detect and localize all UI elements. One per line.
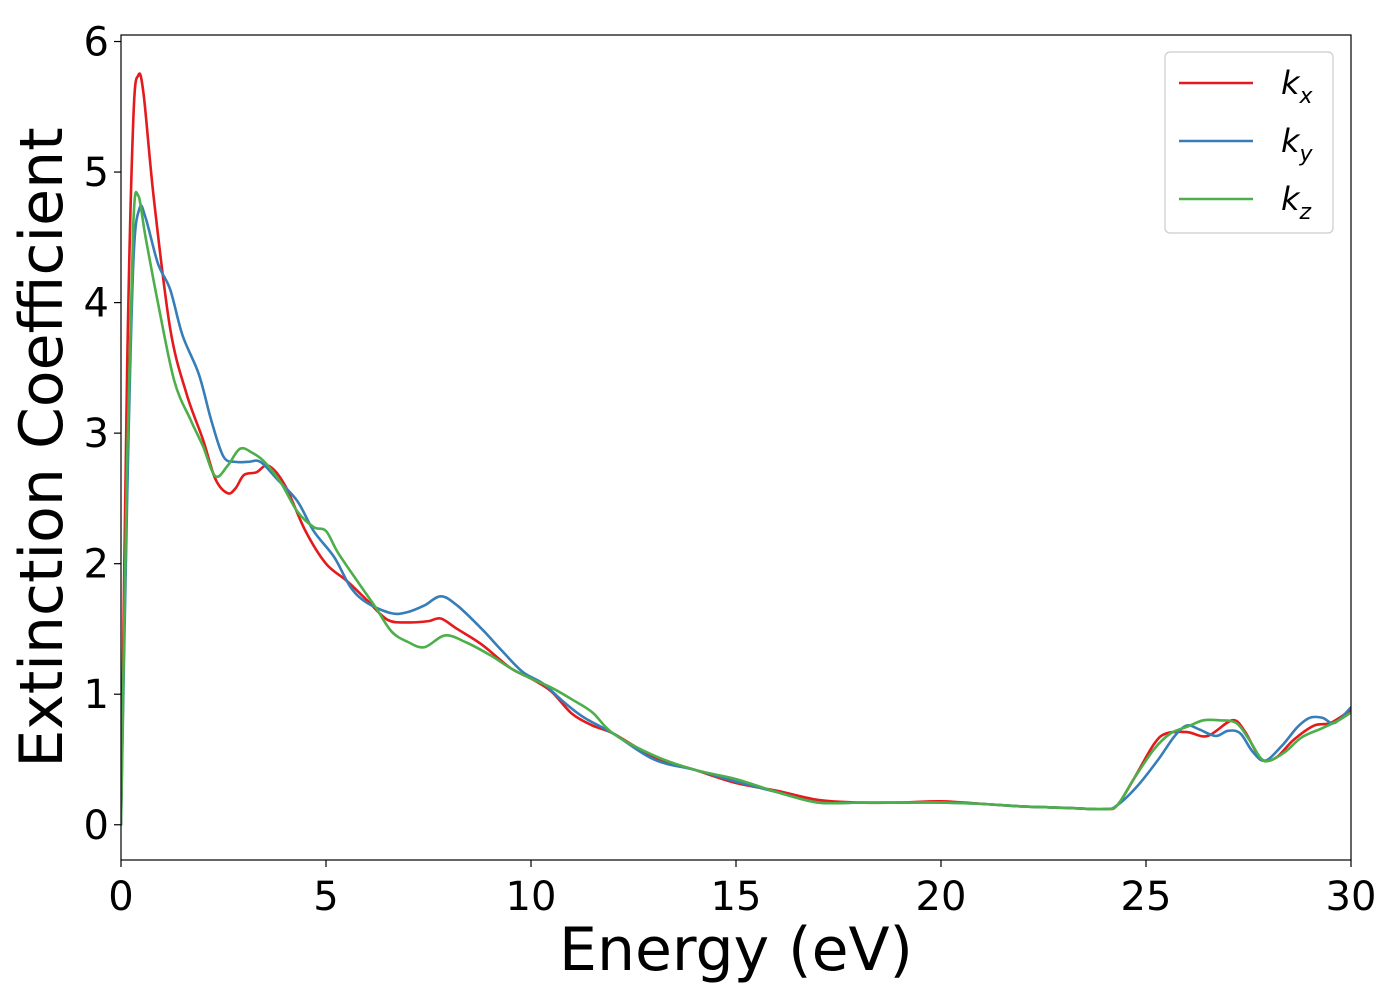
y-tick-label: 3	[84, 411, 109, 457]
x-tick-label: 20	[916, 874, 967, 920]
y-tick-label: 5	[84, 150, 109, 196]
series-line-k-y	[121, 204, 1351, 827]
y-tick-label: 0	[84, 803, 109, 849]
y-tick-label: 2	[84, 542, 109, 588]
legend-label-k-z: kz	[1281, 180, 1312, 225]
x-tick-label: 15	[711, 874, 762, 920]
series-line-k-z	[121, 190, 1351, 827]
y-axis-title: Extinction Coefficient	[7, 127, 77, 767]
x-tick-label: 5	[313, 874, 338, 920]
legend: kx ky kz	[1164, 51, 1334, 234]
legend-label-k-y: ky	[1281, 122, 1314, 167]
x-tick-label: 25	[1121, 874, 1172, 920]
x-tick-label: 10	[506, 874, 557, 920]
y-tick-label: 6	[84, 20, 109, 66]
x-tick-label: 0	[108, 874, 133, 920]
legend-box	[1164, 51, 1334, 234]
y-axis-ticks: 0 1 2 3 4 5 6	[84, 20, 121, 849]
x-tick-label: 30	[1326, 874, 1377, 920]
series-layer	[121, 72, 1351, 827]
legend-label-k-x: kx	[1281, 64, 1314, 109]
y-tick-label: 1	[84, 672, 109, 718]
x-axis-ticks: 0 5 10 15 20 25 30	[108, 860, 1376, 920]
x-axis-title: Energy (eV)	[559, 915, 913, 985]
y-tick-label: 4	[84, 281, 109, 327]
